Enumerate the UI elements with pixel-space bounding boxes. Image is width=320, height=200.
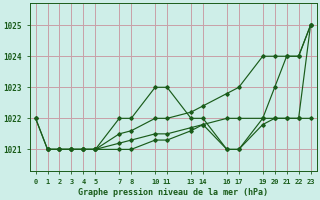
- X-axis label: Graphe pression niveau de la mer (hPa): Graphe pression niveau de la mer (hPa): [78, 188, 268, 197]
